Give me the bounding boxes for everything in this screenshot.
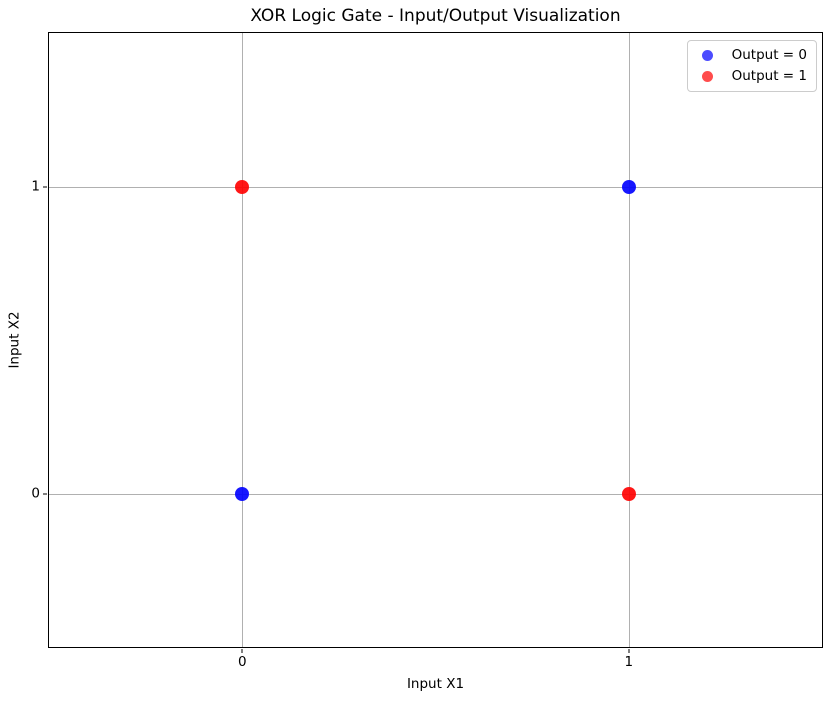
scatter-point [621,486,636,501]
x-gridline [628,33,630,647]
y-axis-label-wrap: Input X2 [3,32,27,648]
y-tick-mark [43,493,47,494]
legend-label: Output = 0 [731,47,807,63]
legend-label: Output = 1 [731,67,807,84]
y-tick-mark [43,186,47,187]
scatter-point [235,486,250,501]
y-tick-label: 0 [31,484,40,501]
x-gridline [242,33,244,647]
scatter-point [621,179,636,194]
legend-item: Output = 1 [697,67,807,84]
legend-marker-icon [701,70,713,82]
y-tick-label: 1 [31,177,40,194]
y-axis-label: Input X2 [7,311,23,369]
x-tick-label: 1 [624,654,634,670]
chart-title: XOR Logic Gate - Input/Output Visualizat… [250,6,621,26]
legend-item: Output = 0 [697,48,807,63]
scatter-point [235,179,250,194]
plot-area: Output = 0 Output = 1 0 1 0 1 [31,32,823,669]
y-gridline [49,186,822,188]
x-tick-mark [241,649,243,653]
x-tick-label: 0 [237,654,247,670]
x-axis-label: Input X1 [406,676,465,692]
legend: Output = 0 Output = 1 [686,40,817,92]
y-gridline [49,493,822,495]
legend-marker-icon [701,49,713,61]
x-tick-mark [628,649,630,653]
